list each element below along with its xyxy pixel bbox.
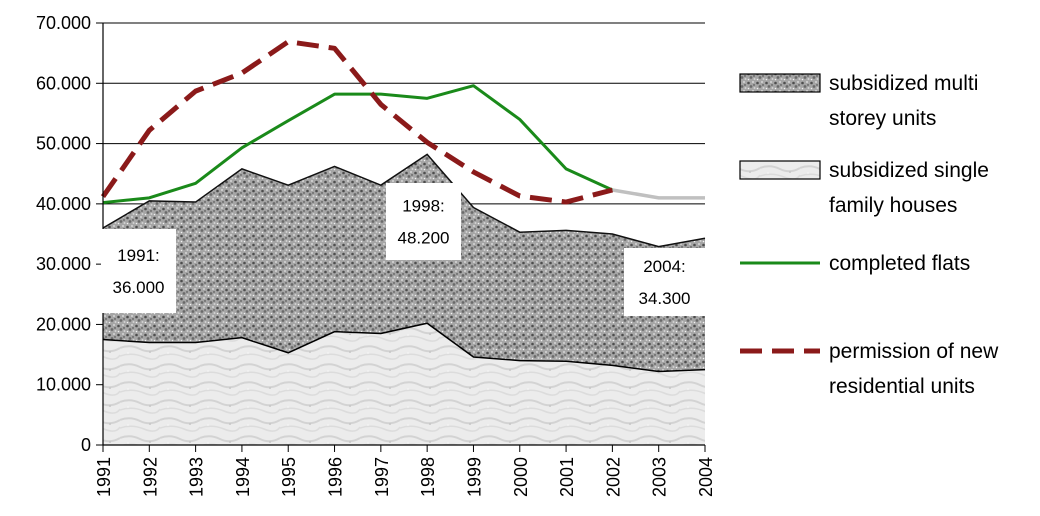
x-tick-label: 1995	[279, 457, 299, 497]
y-tick-label: 70.000	[36, 13, 91, 33]
axes: 0 10.000 20.000 30.000 40.000 50.000 60.000 70.…	[36, 13, 716, 497]
y-tick-label: 40.000	[36, 194, 91, 214]
x-tick-label: 2001	[557, 457, 577, 497]
line-permission-new-residential-units	[100, 39, 614, 205]
annotation-box	[101, 229, 176, 313]
x-tick-label: 1999	[464, 457, 484, 497]
x-tick-label: 2002	[603, 457, 623, 497]
legend-item: subsidized single family houses	[739, 159, 989, 217]
y-tick-label: 30.000	[36, 254, 91, 274]
series-lines	[100, 39, 705, 205]
legend-label: storey units	[829, 107, 936, 130]
x-tick-label: 1992	[140, 457, 160, 497]
annotation-text: 34.300	[639, 289, 691, 308]
y-tick-label: 0	[81, 435, 91, 455]
annotation-2004: 2004: 34.300	[624, 248, 705, 316]
x-tick-label: 2004	[696, 457, 716, 497]
x-tick-label: 1991	[94, 457, 114, 497]
y-tick-label: 20.000	[36, 314, 91, 334]
x-tick-label: 1996	[326, 457, 346, 497]
annotation-text: 1998:	[402, 197, 445, 216]
annotation-text: 48.200	[398, 229, 450, 248]
legend-item: subsidized multi storey units	[739, 72, 978, 130]
legend-swatch	[739, 73, 821, 93]
line-completed-flats-projected	[612, 188, 705, 200]
boundary-single-family	[102, 322, 706, 373]
x-tick-label: 2003	[650, 457, 670, 497]
legend-label: completed flats	[829, 252, 970, 275]
legend-swatch	[739, 160, 821, 180]
y-tick-label: 50.000	[36, 134, 91, 154]
legend: subsidized multi storey units subsidized s…	[739, 72, 999, 398]
x-tick-label: 1997	[372, 457, 392, 497]
area-subsidized-multi-storey-units	[103, 154, 705, 372]
annotation-1998: 1998: 48.200	[386, 183, 461, 260]
legend-item: permission of new residential units	[740, 340, 999, 398]
legend-label: family houses	[829, 194, 957, 217]
annotation-box	[624, 248, 705, 316]
annotations: 1991: 36.000 1998: 48.200 2004: 34.300	[101, 183, 705, 316]
legend-label: subsidized single	[829, 159, 989, 182]
annotation-1991: 1991: 36.000	[101, 229, 176, 313]
legend-label: residential units	[829, 375, 975, 398]
legend-label: permission of new	[829, 340, 999, 363]
annotation-text: 1991:	[117, 246, 160, 265]
x-tick-label: 1998	[418, 457, 438, 497]
legend-label: subsidized multi	[829, 72, 978, 95]
x-tick-label: 1994	[233, 457, 253, 497]
y-tick-label: 60.000	[36, 73, 91, 93]
x-tick-label: 1993	[187, 457, 207, 497]
annotation-text: 2004:	[643, 257, 686, 276]
line-completed-flats	[102, 84, 614, 205]
stacked-areas	[102, 153, 706, 445]
legend-item: completed flats	[740, 252, 970, 275]
annotation-box	[386, 183, 461, 260]
boundary-multi-storey	[102, 153, 706, 248]
annotation-text: 36.000	[113, 278, 165, 297]
y-tick-label: 10.000	[36, 375, 91, 395]
x-tick-label: 2000	[511, 457, 531, 497]
area-subsidized-single-family-houses	[103, 323, 705, 445]
